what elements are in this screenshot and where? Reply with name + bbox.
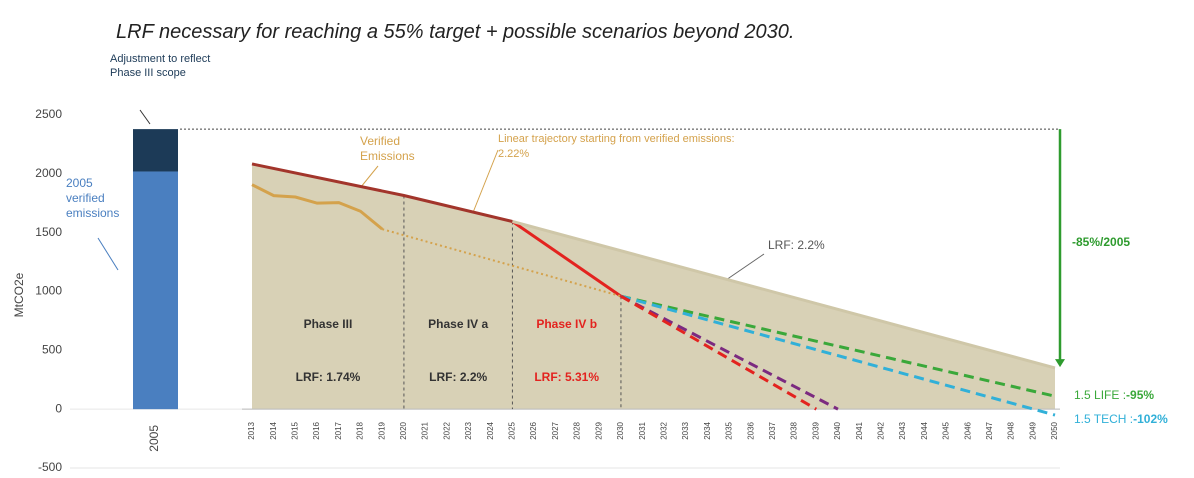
series-line [381,228,622,298]
area [252,163,1055,410]
x-tick-label: 2014 [269,421,278,439]
series-line [620,294,839,411]
series-line [620,294,1056,417]
x-tick-label: 2015 [291,421,300,439]
x-tick-label: 2021 [421,421,430,439]
phase-lrf: LRF: 5.31% [534,370,599,384]
y-tick-label: 2000 [35,166,62,180]
phase-label: Phase IV a [428,317,488,331]
phase-label: Phase IV b [536,317,597,331]
x-tick-label: 2040 [833,421,842,439]
x-tick-label: 2026 [529,421,538,439]
x-tick-label: 2049 [1028,421,1037,439]
annotation: LRF: 2.2% [768,238,825,252]
x-tick-label: 2028 [573,421,582,439]
x-tick-label: 2017 [334,421,343,439]
x-tick-label: 2022 [442,421,451,439]
legend-entry: 1.5 TECH :-102% [1074,412,1168,427]
x-tick-label: 2036 [746,421,755,439]
annotation: Linear trajectory starting from verified… [498,133,735,160]
x-tick-label: 2043 [898,421,907,439]
x-tick-label: 2030 [616,421,625,439]
leader-line [139,109,151,125]
series-line [620,294,1056,398]
x-tick-label: 2031 [638,421,647,439]
x-tick-label: 2038 [790,421,799,439]
x-tick-label: 2034 [703,421,712,439]
legend-label: 1.5 LIFE : [1074,388,1127,402]
y-tick-label: -500 [38,460,62,474]
x-tick-label: 2013 [247,421,256,439]
phase-lrf: LRF: 2.2% [429,370,487,384]
bar-segment [133,129,178,172]
series-line [620,294,818,411]
x-tick-label: 2019 [377,421,386,439]
x-tick-label: 2041 [855,421,864,439]
series-line [251,183,384,231]
x-tick-label: 2032 [659,421,668,439]
annotation: 2005 verified emissions [66,176,120,220]
x-tick-label: 2016 [312,421,321,439]
annotation: -85%/2005 [1072,235,1131,249]
arrow-head [1055,359,1065,368]
x-tick-label: 2042 [876,421,885,439]
y-tick-label: 1500 [35,225,62,239]
x-tick-label: 2023 [464,421,473,439]
x-tick-label: 2029 [594,421,603,439]
series-line [511,220,622,298]
legend-label: 1.5 TECH : [1074,412,1134,426]
y-tick-label: 500 [42,343,62,357]
x-tick-label: 2039 [811,421,820,439]
x-tick-label: 2044 [920,421,929,439]
x-tick-label: 2048 [1007,421,1016,439]
series-line [512,220,1056,370]
legend-entry: 1.5 LIFE :-95% [1074,388,1154,403]
x-tick-label: 2050 [1050,421,1059,439]
y-tick-label: 2500 [35,107,62,121]
x-tick-label: 2025 [508,421,517,439]
chart-title: LRF necessary for reaching a 55% target … [116,21,795,43]
leader-line [725,253,765,281]
x-tick-label: 2033 [681,421,690,439]
x-tick-label: 2045 [942,421,951,439]
leader-line [97,237,119,271]
legend-value: -95% [1126,388,1155,402]
phase-lrf: LRF: 1.74% [296,370,361,384]
x-tick-label: 2020 [399,421,408,439]
y-axis-label: MtCO2e [12,272,26,317]
phase-label: Phase III [304,317,353,331]
y-tick-label: 1000 [35,284,62,298]
x-tick-label: 2027 [551,421,560,439]
y-tick-label: 0 [55,401,62,415]
x-tick-label: 2035 [725,421,734,439]
x-tick-label: 2018 [356,421,365,439]
annotation: Verified Emissions [360,134,415,163]
x-tick-label: 2046 [963,421,972,439]
bar-category-label: 2005 [147,425,161,452]
bar-segment [133,171,178,410]
legend-value: -102% [1133,412,1168,426]
x-tick-label: 2047 [985,421,994,439]
annotation: Adjustment to reflect Phase III scope [110,53,211,79]
series-line [251,162,513,223]
x-tick-label: 2024 [486,421,495,439]
x-tick-label: 2037 [768,421,777,439]
